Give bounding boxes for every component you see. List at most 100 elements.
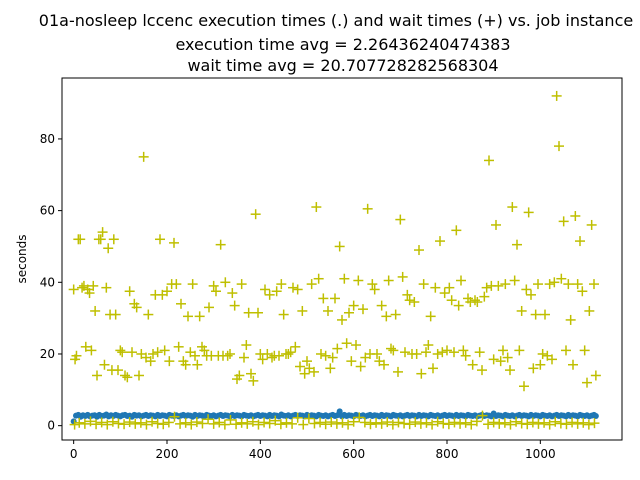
- series-1-point-160: [430, 282, 441, 293]
- series-1-point-139: [381, 311, 392, 322]
- series-2-point-11: [130, 418, 141, 429]
- series-2-point-46: [326, 417, 337, 428]
- series-2-point-89: [567, 417, 578, 428]
- series-2-point-21: [186, 419, 197, 430]
- series-1-point-198: [519, 381, 529, 392]
- series-2-point-50: [348, 416, 359, 427]
- series-2-point-1: [74, 417, 85, 428]
- series-1-point-123: [344, 307, 354, 318]
- series-1-point-167: [446, 295, 457, 306]
- series-1-point-171: [456, 275, 466, 286]
- series-2-point-58: [393, 417, 404, 428]
- series-1-point-95: [278, 309, 289, 320]
- series-1-point-186: [491, 219, 501, 230]
- series-1-point-110: [313, 273, 324, 284]
- series-1-point-0: [68, 284, 79, 295]
- series-1-point-142: [388, 345, 399, 356]
- series-1-point-46: [164, 356, 175, 367]
- series-1-point-10: [86, 345, 97, 356]
- series-1-point-204: [533, 279, 543, 290]
- series-2-point-6: [102, 419, 113, 430]
- x-axis: 0 200 400 600 800 1000: [70, 440, 556, 461]
- series-2-point-38: [281, 417, 292, 428]
- series-2-point-16: [158, 419, 169, 430]
- series-2-point-61: [410, 417, 421, 428]
- series-1-point-214: [556, 273, 567, 284]
- series-1-point-127: [353, 275, 364, 286]
- series-1-point-5: [77, 282, 88, 293]
- series-1-point-205: [535, 359, 546, 370]
- series-1-point-103: [297, 305, 308, 316]
- series-1-point-107: [306, 279, 317, 290]
- series-2-point-49: [343, 419, 354, 430]
- series-1-point-48: [169, 237, 179, 248]
- series-1-point-216: [561, 345, 571, 356]
- series-2-point-90: [572, 418, 583, 429]
- series-1-point-11: [88, 280, 99, 291]
- series-1-point-98: [285, 347, 296, 358]
- series-1-point-118: [332, 343, 343, 354]
- series-2-point-24: [203, 414, 214, 425]
- x-tick-label: 600: [342, 447, 365, 461]
- series-1-point-30: [127, 347, 137, 358]
- series-1-point-56: [187, 279, 198, 290]
- series-1-point-73: [227, 288, 238, 299]
- series-1-point-15: [95, 234, 106, 245]
- x-tick-label: 800: [436, 447, 459, 461]
- series-2-point-72: [471, 416, 482, 427]
- series-2-point-31: [242, 418, 253, 429]
- series-1-point-59: [194, 311, 205, 322]
- y-tick-label: 0: [47, 419, 55, 433]
- series-1-point-92: [271, 286, 282, 297]
- series-1-point-180: [477, 365, 487, 376]
- series-1-point-201: [526, 289, 536, 300]
- series-1-point-209: [544, 279, 555, 290]
- plot-points: [68, 90, 601, 430]
- series-2-point-64: [427, 419, 438, 430]
- title-line-1: 01a-nosleep lccenc execution times (.) a…: [39, 11, 633, 30]
- series-1-point-226: [584, 305, 595, 316]
- series-2-point-77: [499, 417, 510, 428]
- title-line-3: wait time avg = 20.707728282568304: [187, 56, 498, 75]
- series-1-point-131: [362, 203, 373, 214]
- series-1-point-101: [292, 284, 303, 295]
- series-1-point-66: [211, 286, 221, 297]
- series-1-point-77: [236, 279, 247, 290]
- series-2-point-62: [415, 418, 426, 429]
- series-1-point-32: [131, 302, 142, 313]
- series-2-point-81: [522, 419, 533, 430]
- y-tick-label: 20: [40, 347, 55, 361]
- series-1-point-89: [264, 289, 275, 300]
- series-1-point-129: [358, 304, 368, 315]
- series-1-point-157: [423, 340, 434, 351]
- y-axis-label: seconds: [15, 234, 29, 283]
- series-1-point-193: [507, 202, 518, 213]
- y-tick-label: 60: [40, 204, 55, 218]
- series-2-point-9: [119, 419, 130, 430]
- series-2-point-69: [455, 418, 466, 429]
- series-2-point-25: [208, 418, 219, 429]
- y-axis: 0 20 40 60 80: [40, 132, 62, 433]
- series-2-point-17: [163, 417, 174, 428]
- series-1-point-113: [320, 350, 331, 361]
- series-2-point-14: [147, 416, 158, 427]
- series-1-point-7: [80, 341, 91, 352]
- series-1-point-211: [549, 277, 560, 288]
- series-1-point-9: [84, 288, 95, 299]
- series-2-point-27: [219, 419, 230, 430]
- series-1-point-133: [367, 279, 378, 290]
- series-1-point-143: [390, 309, 401, 320]
- series-1-point-213: [554, 141, 564, 152]
- series-2-point-36: [270, 415, 281, 426]
- series-1-point-152: [411, 348, 422, 359]
- series-2-point-29: [231, 419, 242, 430]
- series-2-point-60: [404, 419, 415, 430]
- series-2-point-65: [432, 416, 443, 427]
- series-2-point-47: [331, 418, 342, 429]
- series-1-point-54: [183, 311, 193, 322]
- series-1-point-120: [337, 314, 347, 325]
- series-1-point-65: [208, 280, 219, 291]
- series-1-point-104: [299, 368, 310, 379]
- series-1-point-111: [316, 348, 326, 359]
- series-1-point-102: [295, 361, 305, 372]
